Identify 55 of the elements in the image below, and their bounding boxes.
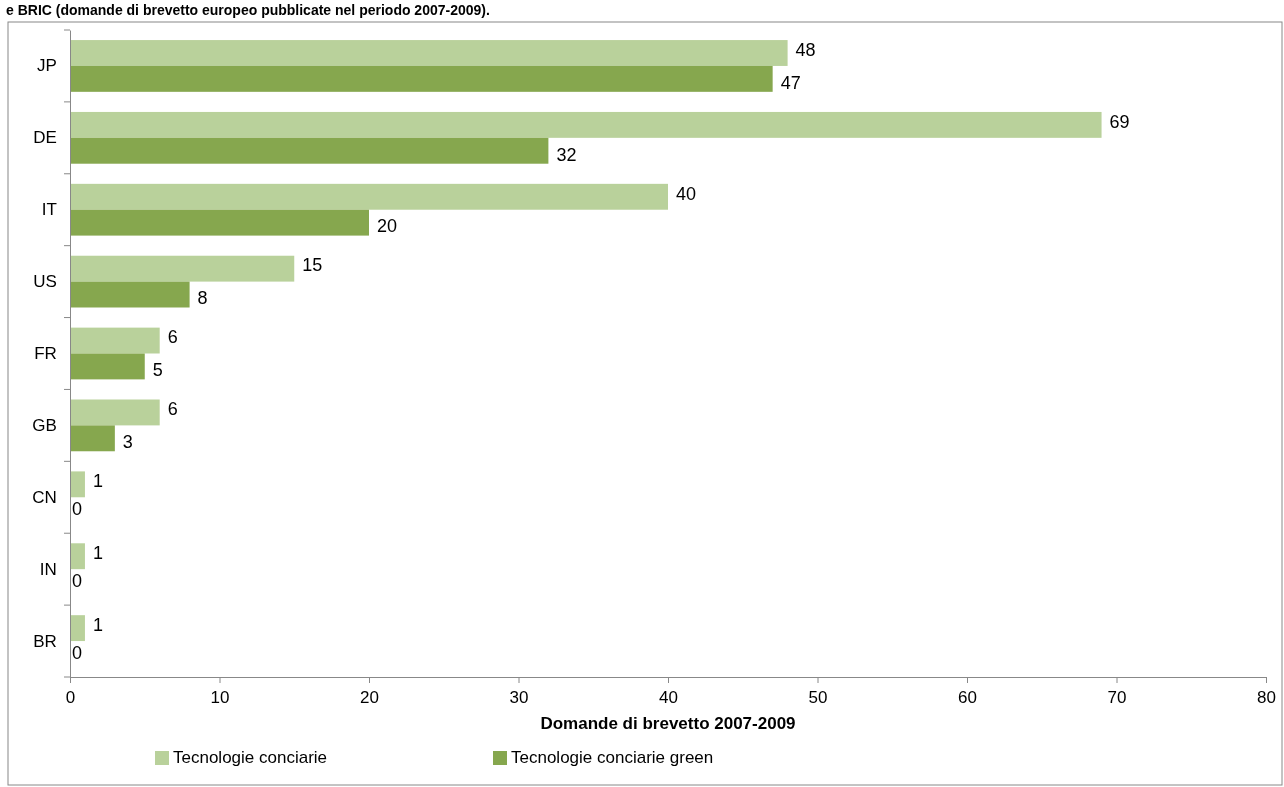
- data-label: 1: [92, 614, 103, 635]
- y-tick-label: US: [33, 272, 57, 292]
- y-tick-label: GB: [32, 415, 57, 435]
- y-tick-label: IT: [41, 200, 57, 220]
- y-tick-label: IN: [39, 559, 57, 579]
- x-tick-label: 40: [659, 688, 678, 707]
- legend-label: Tecnologie conciarie: [173, 748, 328, 767]
- data-label: 0: [72, 642, 83, 663]
- bar: [70, 327, 160, 354]
- y-tick-label: FR: [34, 343, 57, 363]
- chart-title: e BRIC (domande di brevetto europeo pubblicate nel periodo 2007-2009).: [6, 2, 490, 18]
- data-label: 1: [92, 471, 103, 492]
- x-tick-label: 80: [1257, 688, 1276, 707]
- y-tick-label: DE: [33, 128, 57, 148]
- data-label: 1: [92, 542, 103, 563]
- data-label: 5: [152, 360, 163, 381]
- bar: [70, 353, 145, 380]
- bar: [70, 65, 773, 92]
- x-tick-label: 0: [65, 688, 76, 707]
- data-label: 6: [167, 327, 178, 348]
- data-label: 32: [556, 144, 577, 165]
- bar: [70, 255, 295, 282]
- legend-label: Tecnologie conciarie green: [511, 748, 714, 767]
- bar: [70, 137, 549, 164]
- bar: [70, 615, 85, 642]
- bar: [70, 543, 85, 570]
- data-label: 3: [122, 432, 133, 453]
- x-tick-label: 60: [958, 688, 977, 707]
- bar: [70, 111, 1102, 138]
- data-label: 15: [302, 255, 323, 276]
- x-tick-label: 50: [808, 688, 828, 707]
- data-label: 8: [197, 288, 208, 309]
- y-tick-label: JP: [36, 56, 57, 76]
- data-label: 69: [1109, 111, 1130, 132]
- data-label: 6: [167, 399, 178, 420]
- bar: [70, 183, 668, 210]
- bar: [70, 399, 160, 426]
- data-label: 47: [780, 72, 801, 93]
- x-tick-label: 10: [210, 688, 230, 707]
- y-tick-label: CN: [32, 487, 57, 507]
- data-label: 0: [72, 570, 83, 591]
- data-label: 0: [72, 498, 83, 519]
- x-tick-label: 30: [509, 688, 529, 707]
- bar: [70, 471, 85, 498]
- bar: [70, 281, 190, 308]
- y-tick-label: BR: [33, 631, 57, 651]
- bar: [70, 209, 369, 236]
- x-axis-title: Domande di brevetto 2007-2009: [540, 714, 796, 733]
- data-label: 40: [676, 183, 697, 204]
- bar: [70, 425, 115, 452]
- x-tick-label: 20: [360, 688, 379, 707]
- data-label: 48: [795, 39, 816, 60]
- x-tick-label: 70: [1107, 688, 1127, 707]
- bar: [70, 40, 788, 66]
- data-label: 20: [377, 216, 398, 237]
